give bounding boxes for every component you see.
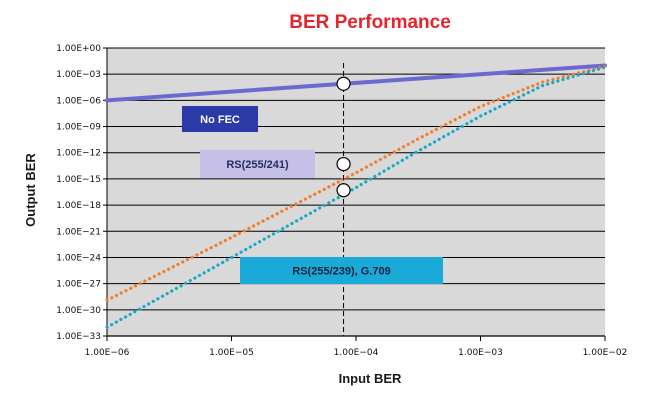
legend-label-no-fec: No FEC <box>200 114 240 126</box>
legend-box-rs-255-241 <box>200 150 315 178</box>
y-tick-label: 1.00E−21 <box>56 227 101 237</box>
series-layer <box>105 63 607 329</box>
legend-box-no-fec <box>182 106 258 132</box>
legend-box-rs-255-239-g-709 <box>240 257 443 284</box>
plot-area <box>107 48 605 336</box>
intersection-marker <box>336 76 351 91</box>
y-tick-label: 1.00E−09 <box>56 123 101 133</box>
intersection-marker <box>336 183 351 198</box>
x-tick-label: 1.00E−05 <box>209 348 254 358</box>
y-tick-label: 1.00E−30 <box>56 306 101 316</box>
legend-label-rs-255-241: RS(255/241) <box>226 159 289 171</box>
y-tick-label: 1.00E−18 <box>56 201 101 211</box>
y-axis-label: Output BER <box>23 153 38 227</box>
x-axis-label: Input BER <box>339 371 402 386</box>
y-tick-label: 1.00E+00 <box>56 44 101 54</box>
legend-label-rs-255-239-g-709: RS(255/239), G.709 <box>292 266 390 278</box>
x-tick-label: 1.00E−04 <box>334 348 379 358</box>
y-tick-label: 1.00E−12 <box>56 149 101 159</box>
y-tick-label: 1.00E−06 <box>56 96 101 106</box>
axis-ticks: 1.00E+00 1.00E−03 1.00E−06 1.00E−09 1.00E−12… <box>56 44 627 358</box>
y-tick-label: 1.00E−24 <box>56 253 101 263</box>
series-line-rs-255-239-g-709 <box>105 65 607 329</box>
intersection-marker <box>336 156 351 172</box>
series-line-rs-255-241 <box>105 64 607 302</box>
legend: No FEC RS(255/241) RS(255/239), G.709 <box>182 106 443 284</box>
y-tick-label: 1.00E−33 <box>56 332 101 342</box>
series-line-no-fec <box>105 63 607 103</box>
y-tick-label: 1.00E−03 <box>56 70 101 80</box>
chart-title: BER Performance <box>289 12 451 33</box>
y-tick-label: 1.00E−27 <box>56 280 101 290</box>
x-tick-label: 1.00E−02 <box>583 348 628 358</box>
reference-layer <box>336 63 351 336</box>
x-tick-label: 1.00E−03 <box>458 348 503 358</box>
y-tick-label: 1.00E−15 <box>56 175 101 185</box>
x-tick-label: 1.00E−06 <box>85 348 130 358</box>
